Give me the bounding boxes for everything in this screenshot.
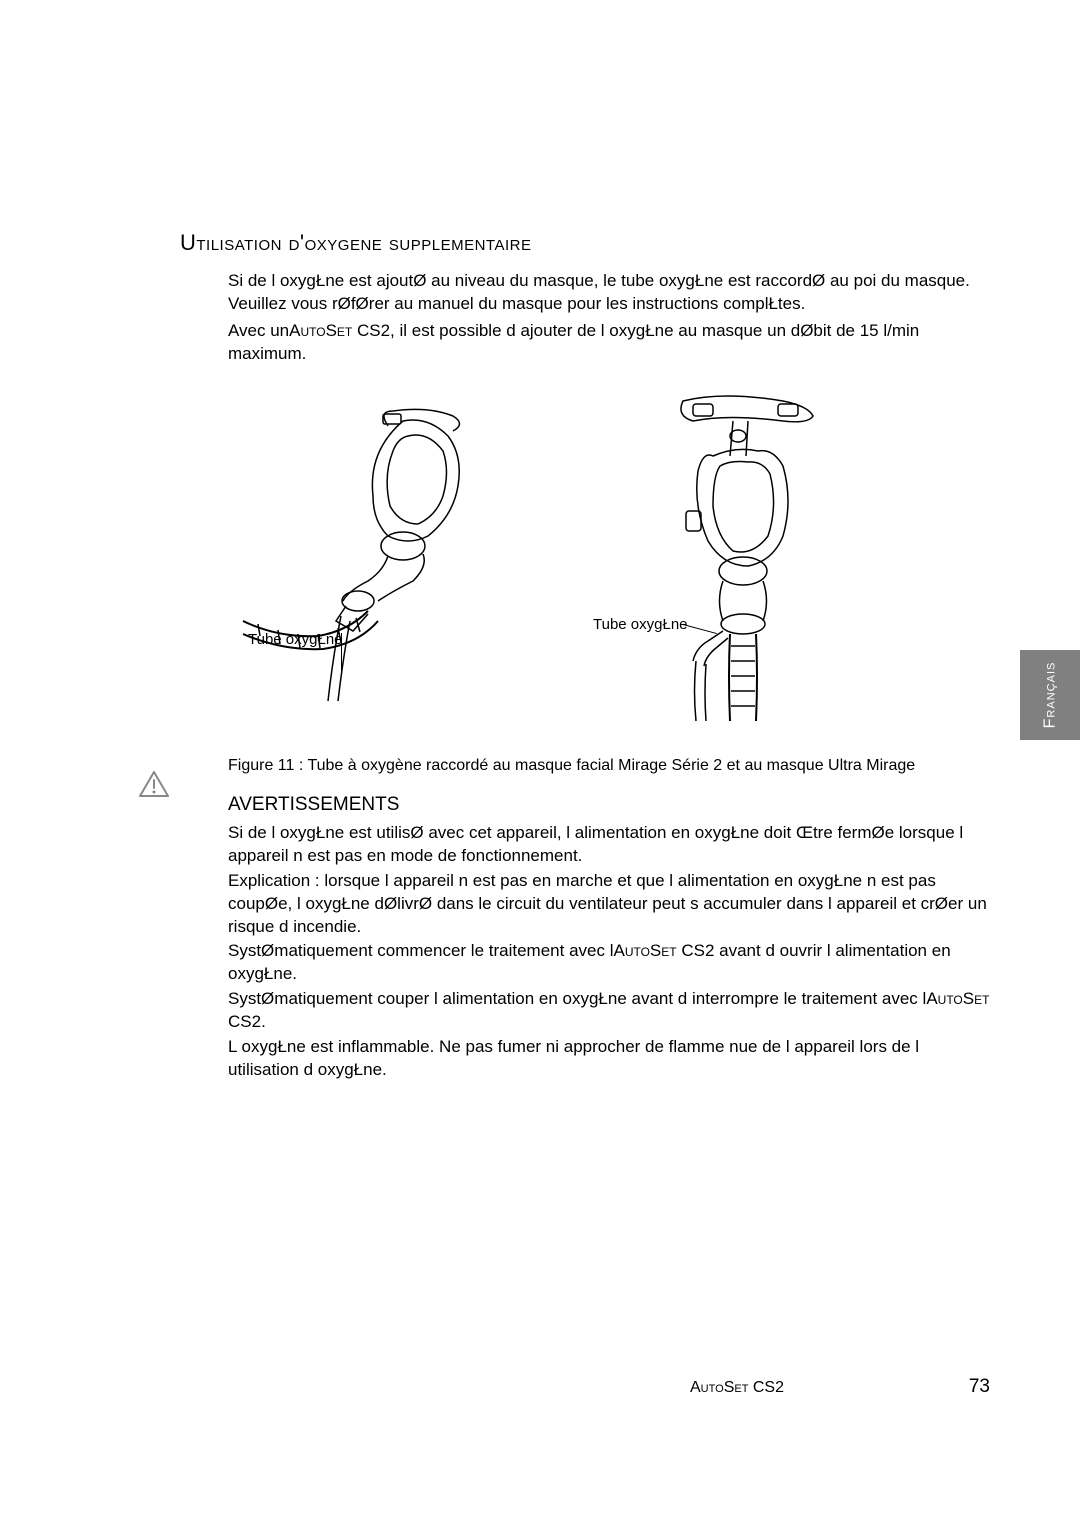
warning4-text-a: SystØmatiquement couper l alimentation e… <box>228 989 926 1008</box>
language-tab: Français <box>1020 650 1080 740</box>
tube-label-left: Tube oxygŁne <box>248 631 343 648</box>
tube-label-right: Tube oxygŁne <box>593 616 688 633</box>
mask-right-illustration <box>548 386 868 726</box>
para2-text-a: Avec un <box>228 321 289 340</box>
paragraph-2: Avec unAutoSet CS2, il est possible d aj… <box>228 320 990 366</box>
leader-line-left <box>341 633 342 675</box>
page-footer: AutoSet CS2 73 <box>690 1376 990 1398</box>
warning-item-4: SystØmatiquement couper l alimentation e… <box>228 988 990 1034</box>
warning-icon <box>138 770 170 803</box>
paragraph-1: Si de l oxygŁne est ajoutØ au niveau du … <box>228 270 990 316</box>
para2-product: AutoSet CS2 <box>289 321 390 340</box>
footer-page-number: 73 <box>969 1376 990 1398</box>
footer-product: AutoSet CS2 <box>690 1379 784 1397</box>
warning-item-5: L oxygŁne est inflammable. Ne pas fumer … <box>228 1036 990 1082</box>
warning-item-2: Explication : lorsque l appareil n est p… <box>228 870 990 939</box>
warning-item-1: Si de l oxygŁne est utilisØ avec cet app… <box>228 822 990 868</box>
language-tab-text: Français <box>1041 662 1059 729</box>
figure-caption: Figure 11 : Tube à oxygène raccordé au m… <box>228 756 990 776</box>
warning-item-3: SystØmatiquement commencer le traitement… <box>228 940 990 986</box>
warnings-list: Si de l oxygŁne est utilisØ avec cet app… <box>228 822 990 1082</box>
section-heading: Utilisation d'oxygene supplementaire <box>180 230 990 256</box>
figure-container: Tube oxygŁne Tube oxygŁne <box>228 396 990 736</box>
warning4-text-b: . <box>261 1012 266 1031</box>
mask-left-illustration <box>228 406 528 706</box>
warning3-text-a: SystØmatiquement commencer le traitement… <box>228 941 613 960</box>
warnings-heading: AVERTISSEMENTS <box>228 794 990 816</box>
warning3-product: AutoSet CS2 <box>613 941 714 960</box>
